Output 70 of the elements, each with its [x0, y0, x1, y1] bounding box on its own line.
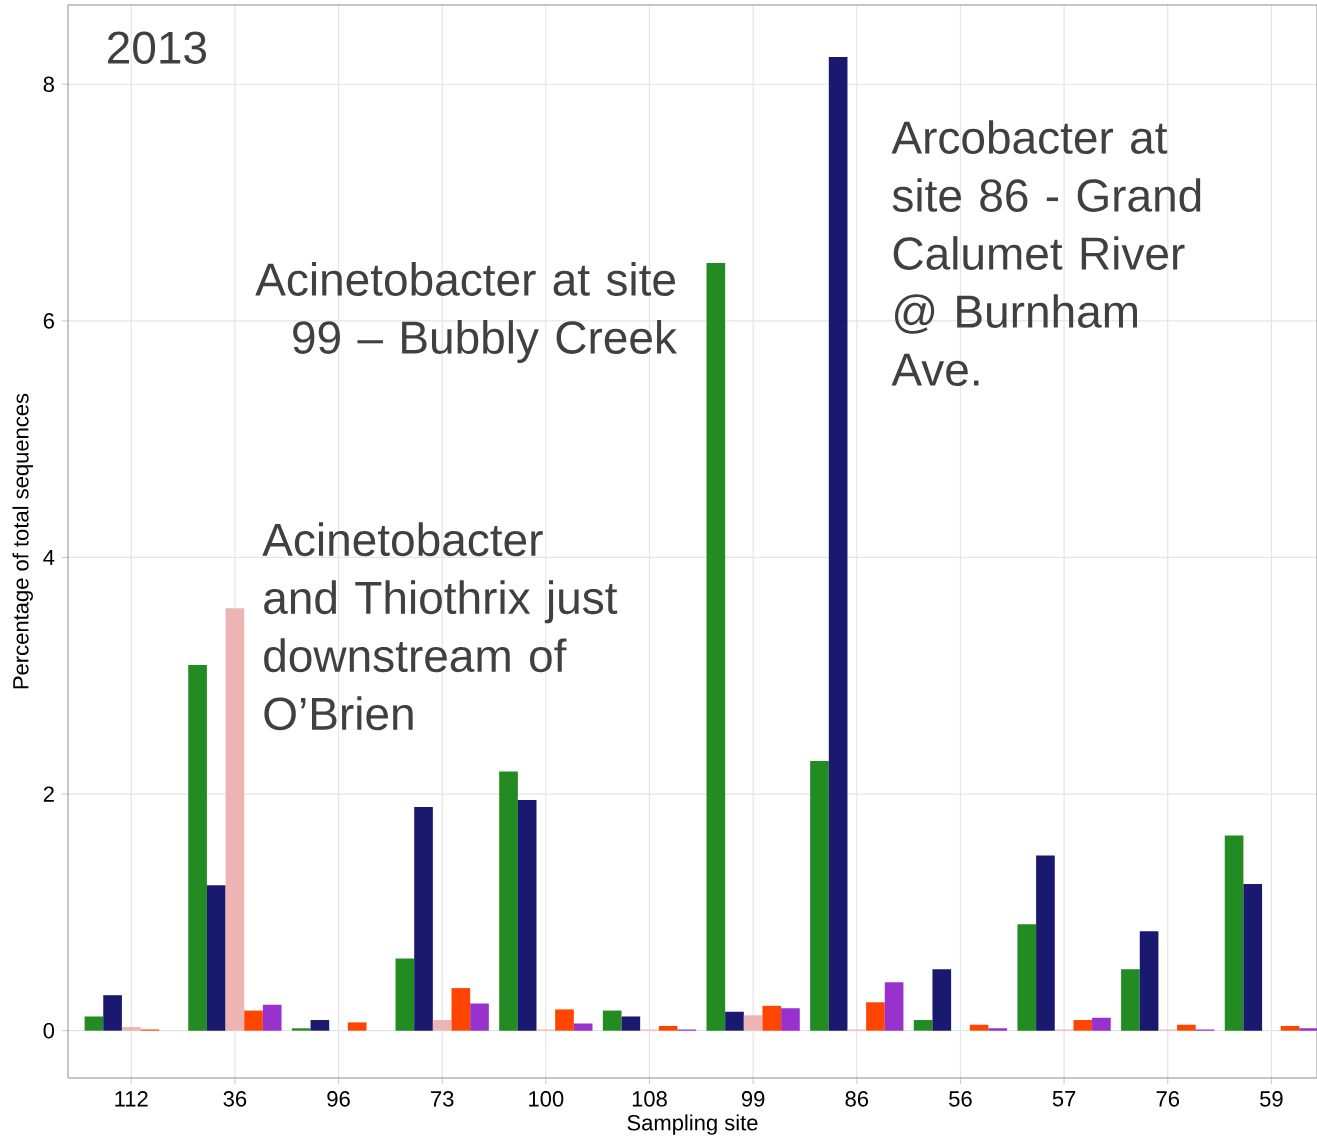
bar [1139, 931, 1159, 1031]
bar [103, 995, 122, 1031]
x-tick-label: 57 [1052, 1091, 1076, 1107]
bar [932, 969, 952, 1031]
x-axis-title: Sampling site [627, 1114, 758, 1135]
x-tick-label: 76 [1156, 1091, 1180, 1107]
bar [470, 1003, 489, 1031]
bar [188, 665, 207, 1031]
bar [988, 1028, 1008, 1031]
x-tick-label: 96 [327, 1091, 350, 1107]
bar [291, 1028, 311, 1031]
bar [121, 1027, 141, 1031]
bar [517, 799, 537, 1031]
bar [1280, 1025, 1300, 1031]
bar [1073, 1020, 1093, 1031]
bar [866, 1002, 885, 1031]
y-tick-label: 8 [43, 76, 54, 93]
bar [1224, 835, 1244, 1031]
y-tick-label: 4 [43, 549, 55, 566]
bar [884, 982, 904, 1031]
x-tick-label: 56 [949, 1091, 972, 1107]
x-tick-label: 100 [529, 1091, 564, 1107]
y-axis-title: Percentage of total sequences [12, 393, 33, 689]
bar [781, 1008, 800, 1031]
bar [1243, 883, 1263, 1031]
x-tick-label: 108 [632, 1091, 667, 1107]
y-tick-label: 6 [43, 313, 54, 329]
bar [555, 1009, 574, 1031]
x-tick-label: 59 [1260, 1091, 1283, 1107]
bar [762, 1005, 782, 1031]
bar [225, 608, 245, 1031]
bar [244, 1010, 263, 1031]
bar [499, 771, 518, 1031]
bar [310, 1020, 330, 1031]
bar [1092, 1017, 1111, 1031]
x-tick-label: 36 [223, 1091, 247, 1107]
bar [658, 1025, 678, 1031]
bar [414, 807, 433, 1031]
x-tick-label: 99 [741, 1091, 765, 1107]
bar [206, 885, 226, 1031]
bar [1177, 1024, 1196, 1031]
y-tick-label: 2 [43, 786, 54, 802]
bar [1121, 969, 1140, 1031]
bar [913, 1020, 933, 1031]
bar [573, 1023, 593, 1031]
bar [432, 1020, 452, 1031]
x-tick-label: 86 [845, 1091, 869, 1107]
bar [810, 760, 829, 1031]
bar [84, 1016, 104, 1031]
x-tick-label: 112 [115, 1091, 148, 1107]
annotation: Acinetobacter and Thiothrix just downstream of O’Brien [262, 522, 618, 731]
bar [969, 1024, 989, 1031]
bar [743, 1015, 763, 1031]
bar [395, 958, 415, 1031]
y-tick-label: 0 [43, 1022, 55, 1039]
bar [1036, 855, 1055, 1031]
bar [725, 1011, 744, 1031]
bar [1017, 924, 1037, 1031]
annotation: 2013 [108, 31, 206, 64]
annotation: Arcobacter at site 86 - Grand Calumet River @ Burnham Ave. [891, 120, 1201, 386]
bar [706, 262, 726, 1031]
bar [1299, 1028, 1317, 1031]
x-tick-label: 73 [431, 1091, 454, 1107]
annotation: Acinetobacter at site 99 – Bubbly Creek [255, 262, 678, 363]
bar [262, 1004, 282, 1031]
bar [828, 57, 848, 1031]
bar [621, 1016, 641, 1031]
bar [602, 1010, 622, 1031]
bar [451, 988, 471, 1031]
bar [347, 1022, 367, 1031]
